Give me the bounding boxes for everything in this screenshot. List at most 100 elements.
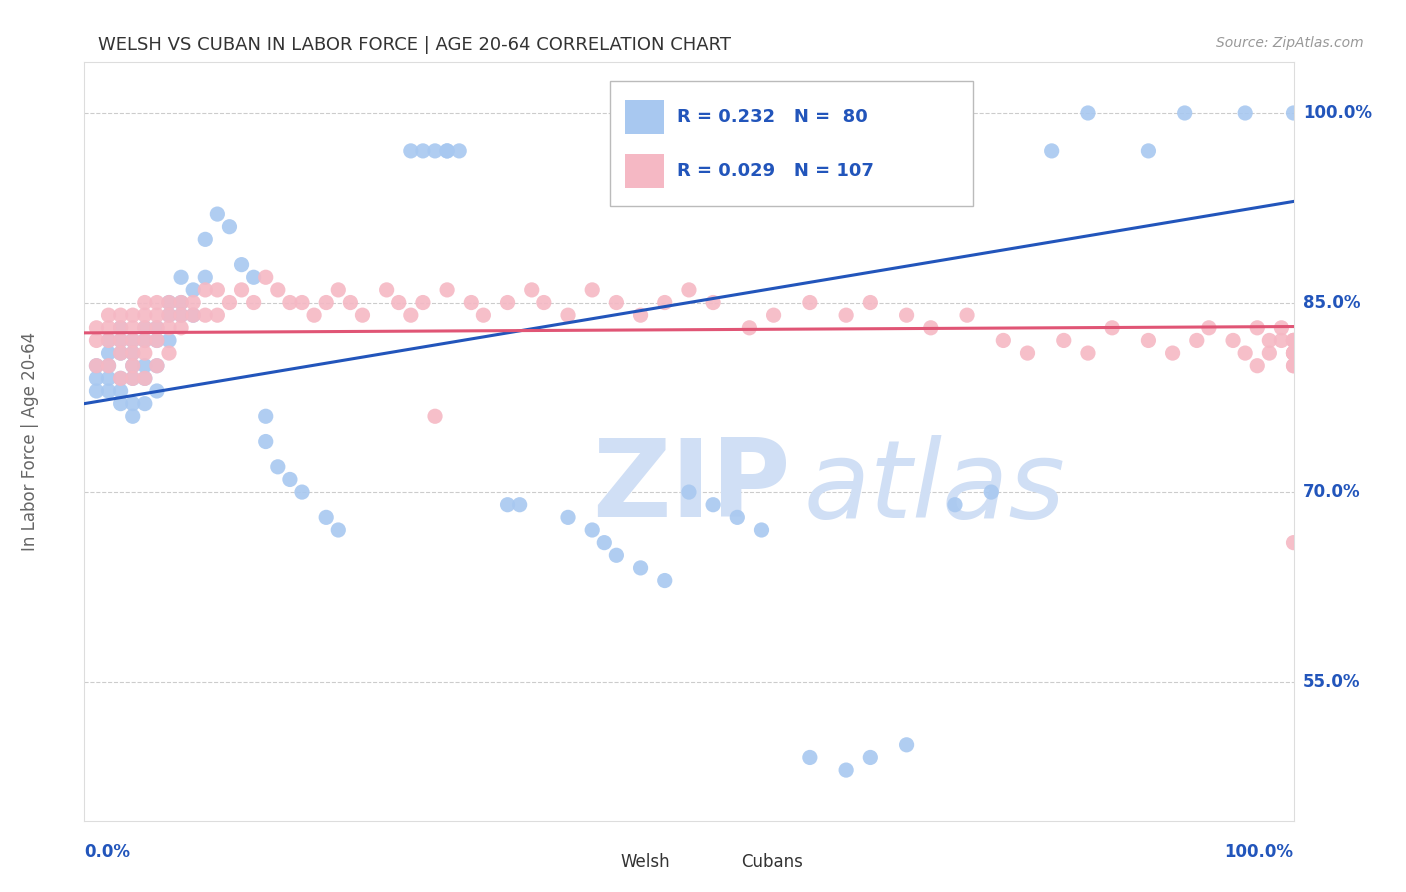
Bar (707, 848, 734, 876)
Point (1198, 321, 1220, 335)
Point (207, 308, 229, 322)
Point (146, 359, 169, 373)
Point (1282, 359, 1305, 373)
Point (121, 359, 143, 373)
Point (242, 270, 264, 285)
Point (146, 295, 169, 310)
Bar (624, 101, 664, 134)
Point (110, 346, 132, 360)
Point (157, 346, 180, 360)
Point (630, 561, 652, 575)
Point (993, 334, 1015, 348)
Point (170, 308, 193, 322)
Point (1077, 106, 1099, 120)
Point (110, 321, 132, 335)
Point (170, 295, 193, 310)
Point (134, 359, 156, 373)
Point (97, 308, 120, 322)
Point (146, 308, 169, 322)
Point (1282, 334, 1305, 348)
Point (1137, 334, 1160, 348)
Point (1174, 106, 1197, 120)
Point (436, 144, 458, 158)
Point (1222, 334, 1244, 348)
Point (134, 321, 156, 335)
Text: 55.0%: 55.0% (1303, 673, 1361, 690)
Point (146, 334, 169, 348)
Point (738, 321, 761, 335)
Point (315, 510, 337, 524)
Point (339, 295, 361, 310)
Text: In Labor Force | Age 20-64: In Labor Force | Age 20-64 (21, 332, 39, 551)
Point (520, 283, 543, 297)
Point (1282, 106, 1305, 120)
Point (533, 295, 555, 310)
Point (678, 485, 700, 500)
Point (194, 270, 217, 285)
Point (110, 321, 132, 335)
Point (121, 409, 143, 424)
Point (328, 523, 350, 537)
Point (291, 295, 314, 310)
Point (121, 371, 143, 385)
Point (218, 219, 240, 234)
Point (181, 295, 204, 310)
Point (207, 207, 229, 221)
Point (146, 359, 169, 373)
Text: R = 0.232   N =  80: R = 0.232 N = 80 (676, 108, 868, 126)
Point (121, 334, 143, 348)
Point (1077, 346, 1099, 360)
Point (896, 308, 918, 322)
Point (231, 258, 253, 272)
Point (110, 371, 132, 385)
Text: 85.0%: 85.0% (1303, 293, 1361, 311)
Point (1282, 535, 1305, 549)
Point (278, 473, 301, 487)
Point (231, 283, 253, 297)
Point (97, 359, 120, 373)
Point (97, 334, 120, 348)
Point (121, 346, 143, 360)
Point (110, 308, 132, 322)
Point (134, 308, 156, 322)
Text: atlas: atlas (804, 434, 1066, 540)
Point (496, 498, 519, 512)
Point (121, 396, 143, 410)
Point (181, 283, 204, 297)
Point (375, 283, 398, 297)
Point (1017, 346, 1039, 360)
Point (702, 295, 724, 310)
Point (194, 232, 217, 246)
Point (146, 384, 169, 398)
Point (725, 510, 748, 524)
Point (1246, 359, 1268, 373)
Point (449, 144, 471, 158)
Point (134, 371, 156, 385)
Point (581, 523, 603, 537)
FancyBboxPatch shape (610, 81, 973, 207)
Point (181, 308, 204, 322)
Point (86, 384, 108, 398)
Point (97, 334, 120, 348)
Point (121, 346, 143, 360)
Point (110, 384, 132, 398)
Point (557, 510, 579, 524)
Point (920, 321, 942, 335)
Point (97, 321, 120, 335)
Point (170, 295, 193, 310)
Point (859, 750, 882, 764)
Point (436, 283, 458, 297)
Point (86, 334, 108, 348)
Point (157, 321, 180, 335)
Point (157, 295, 180, 310)
Text: ZIP: ZIP (592, 434, 790, 540)
Point (157, 334, 180, 348)
Point (146, 321, 169, 335)
Point (1246, 321, 1268, 335)
Point (980, 485, 1002, 500)
Point (654, 295, 676, 310)
Point (146, 321, 169, 335)
Point (134, 295, 156, 310)
Point (194, 283, 217, 297)
Point (702, 498, 724, 512)
